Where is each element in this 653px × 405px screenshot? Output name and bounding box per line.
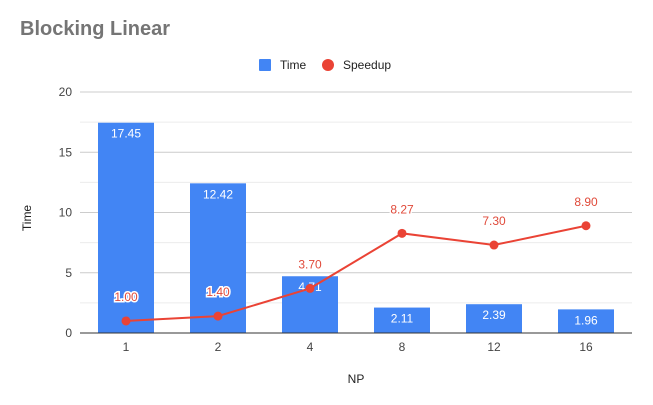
y-tick-label: 15 xyxy=(59,145,73,159)
chart-title: Blocking Linear xyxy=(20,18,171,40)
speedup-label-8: 8.27 xyxy=(390,202,414,216)
bar-label-time-12: 2.39 xyxy=(482,308,506,322)
bar-label-time-16: 1.96 xyxy=(574,313,598,327)
bar-time-8 xyxy=(374,307,430,333)
speedup-label-1: 1.00 xyxy=(114,290,138,304)
bar-time-16 xyxy=(558,309,614,333)
bar-time-2 xyxy=(190,183,246,333)
x-tick-label: 16 xyxy=(579,340,593,354)
legend: Time Speedup xyxy=(259,58,391,72)
legend-label-time: Time xyxy=(280,58,307,72)
speedup-point-8 xyxy=(397,228,407,238)
speedup-point-2 xyxy=(213,311,223,321)
y-tick-label: 5 xyxy=(65,266,72,280)
speedup-line xyxy=(125,224,587,322)
x-tick-label: 2 xyxy=(215,340,222,354)
legend-marker-speedup xyxy=(322,59,334,71)
x-tick-label: 8 xyxy=(399,340,406,354)
gridlines xyxy=(80,91,632,304)
x-tick-label: 4 xyxy=(307,340,314,354)
speedup-label-2: 1.40 xyxy=(206,285,230,299)
speedup-point-12 xyxy=(489,240,499,250)
legend-swatch-time xyxy=(259,59,271,71)
y-tick-label: 10 xyxy=(59,206,73,220)
bar-time-12 xyxy=(466,304,522,333)
bar-series-time xyxy=(98,122,614,333)
y-axis-title: Time xyxy=(20,205,34,232)
y-tick-label: 20 xyxy=(59,85,73,99)
x-axis-ticks: 1 2 4 8 12 16 xyxy=(123,340,593,354)
y-tick-label: 0 xyxy=(65,326,72,340)
speedup-point-16 xyxy=(581,221,591,231)
y-axis-ticks: 0 5 10 15 20 xyxy=(59,85,73,340)
legend-label-speedup: Speedup xyxy=(343,58,391,72)
x-tick-label: 1 xyxy=(123,340,130,354)
bar-label-time-1: 17.45 xyxy=(111,127,141,141)
speedup-label-4: 3.70 xyxy=(298,257,322,271)
speedup-label-12: 7.30 xyxy=(482,214,506,228)
bar-label-time-2: 12.42 xyxy=(203,187,233,201)
speedup-point-4 xyxy=(305,283,315,293)
x-axis-title: NP xyxy=(348,372,365,386)
speedup-point-1 xyxy=(121,316,131,326)
bar-label-time-8: 2.11 xyxy=(391,312,414,326)
x-tick-label: 12 xyxy=(487,340,501,354)
speedup-label-16: 8.90 xyxy=(574,195,598,209)
line-series-speedup xyxy=(121,221,591,326)
bar-time-1 xyxy=(98,122,154,333)
point-labels: 1.00 1.40 3.70 8.27 7.30 8.90 xyxy=(113,193,600,305)
